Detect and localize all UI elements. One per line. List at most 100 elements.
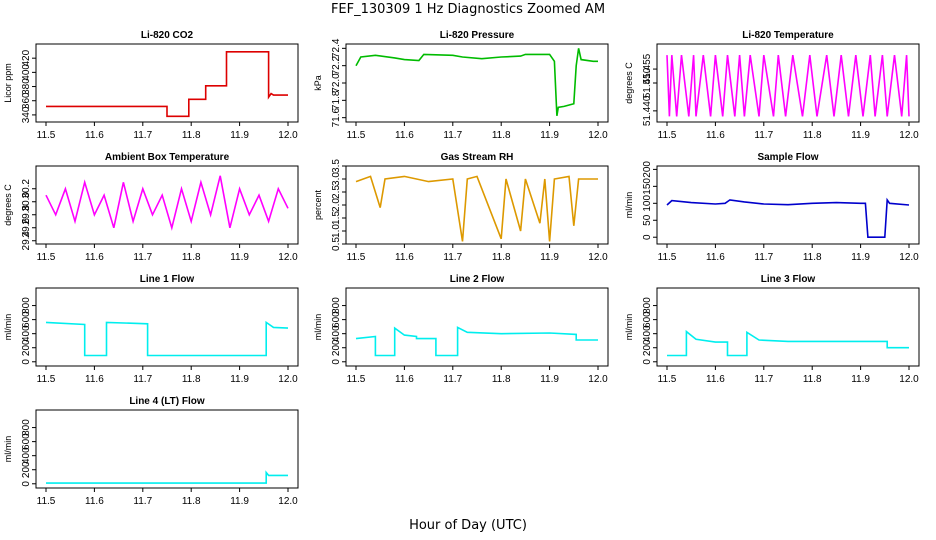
y-tick-label: 0.5 bbox=[331, 237, 342, 251]
x-tick-label: 11.7 bbox=[443, 252, 462, 263]
panel-title: Ambient Box Temperature bbox=[105, 152, 230, 163]
y-tick-label: 71.8 bbox=[331, 90, 342, 110]
y-tick-label: 360 bbox=[21, 92, 32, 109]
series-line bbox=[45, 175, 289, 231]
x-tick-label: 11.8 bbox=[182, 496, 201, 507]
y-tick-label: 0 bbox=[331, 359, 342, 365]
figure-title: FEF_130309 1 Hz Diagnostics Zoomed AM bbox=[330, 2, 606, 17]
chart-panel-5: Gas Stream RH 0.51.01.52.02.53.03.5 11.5 11… bbox=[313, 152, 609, 263]
x-tick-label: 11.5 bbox=[37, 496, 56, 507]
x-tick-label: 11.6 bbox=[85, 252, 104, 263]
chart-panel-4: Ambient Box Temperature 29.429.629.830.03… bbox=[3, 152, 299, 263]
x-tick-label: 12.0 bbox=[278, 252, 298, 263]
y-tick-label: 0 bbox=[21, 359, 32, 365]
plot-frame bbox=[35, 43, 299, 123]
plot-frame bbox=[345, 287, 609, 367]
y-tick-label: 200 bbox=[331, 339, 342, 356]
y-axis-label: kPa bbox=[313, 75, 323, 91]
y-tick-label: 0 bbox=[21, 481, 32, 487]
x-tick-label: 11.8 bbox=[803, 130, 822, 141]
y-axis-label: ml/min bbox=[313, 314, 323, 341]
y-tick-label: 29.8 bbox=[21, 205, 32, 225]
y-tick-label: 71.6 bbox=[331, 107, 342, 127]
x-tick-label: 11.9 bbox=[851, 374, 870, 385]
y-axis-label: ml/min bbox=[3, 436, 13, 463]
y-tick-label: 72.2 bbox=[331, 55, 342, 75]
x-tick-label: 11.5 bbox=[347, 374, 366, 385]
series-line bbox=[355, 48, 598, 117]
y-tick-label: 1.5 bbox=[331, 211, 342, 225]
y-tick-label: 800 bbox=[21, 297, 32, 314]
y-tick-label: 400 bbox=[21, 325, 32, 342]
panel-title: Line 3 Flow bbox=[761, 274, 816, 285]
x-tick-label: 11.7 bbox=[133, 374, 152, 385]
x-tick-label: 11.6 bbox=[706, 252, 725, 263]
y-tick-label: 200 bbox=[21, 461, 32, 478]
x-tick-label: 11.6 bbox=[85, 496, 104, 507]
x-tick-label: 11.9 bbox=[230, 374, 249, 385]
y-tick-label: 30.0 bbox=[21, 192, 32, 212]
x-tick-label: 12.0 bbox=[899, 252, 919, 263]
y-tick-label: 380 bbox=[21, 78, 32, 95]
series-line bbox=[46, 470, 288, 484]
x-tick-label: 11.7 bbox=[133, 496, 152, 507]
x-tick-label: 12.0 bbox=[588, 374, 608, 385]
series-line bbox=[46, 50, 288, 118]
x-tick-label: 11.5 bbox=[347, 252, 366, 263]
plot-frame bbox=[656, 165, 920, 245]
x-tick-label: 12.0 bbox=[899, 374, 919, 385]
x-tick-label: 11.8 bbox=[182, 252, 201, 263]
y-tick-label: 800 bbox=[21, 419, 32, 436]
panel-title: Gas Stream RH bbox=[441, 152, 514, 163]
y-tick-label: 72.0 bbox=[331, 73, 342, 93]
x-tick-label: 11.5 bbox=[658, 252, 677, 263]
y-tick-label: 800 bbox=[331, 297, 342, 314]
x-tick-label: 11.8 bbox=[803, 252, 822, 263]
x-tick-label: 11.9 bbox=[851, 252, 870, 263]
y-tick-label: 600 bbox=[642, 311, 653, 328]
y-tick-label: 200 bbox=[21, 339, 32, 356]
x-tick-label: 11.6 bbox=[395, 252, 414, 263]
panel-title: Line 1 Flow bbox=[140, 274, 195, 285]
plot-frame bbox=[35, 409, 299, 489]
x-tick-label: 11.8 bbox=[182, 130, 201, 141]
y-tick-label: 30.2 bbox=[21, 179, 32, 199]
y-tick-label: 420 bbox=[21, 49, 32, 66]
chart-panel-2: Li-820 Pressure 71.671.872.072.272.4 11.5 1… bbox=[313, 30, 609, 141]
panel-title: Li-820 CO2 bbox=[141, 30, 194, 41]
y-tick-label: 51.455 bbox=[642, 53, 653, 84]
y-axis-label: ml/min bbox=[624, 192, 634, 219]
x-tick-label: 11.7 bbox=[754, 130, 773, 141]
x-tick-label: 11.7 bbox=[754, 252, 773, 263]
y-tick-label: 3.0 bbox=[331, 172, 342, 186]
x-tick-label: 11.6 bbox=[395, 374, 414, 385]
panel-title: Sample Flow bbox=[757, 152, 818, 163]
x-tick-label: 11.5 bbox=[658, 130, 677, 141]
x-tick-label: 11.9 bbox=[230, 252, 249, 263]
x-tick-label: 11.6 bbox=[85, 374, 104, 385]
y-tick-label: 340 bbox=[21, 106, 32, 123]
series-line bbox=[355, 175, 598, 242]
x-tick-label: 11.8 bbox=[492, 130, 511, 141]
y-tick-label: 400 bbox=[21, 64, 32, 81]
y-axis-label: degrees C bbox=[3, 184, 13, 226]
y-tick-label: 200 bbox=[642, 161, 653, 178]
y-tick-label: 200 bbox=[642, 339, 653, 356]
y-axis-label: ml/min bbox=[3, 314, 13, 341]
y-tick-label: 600 bbox=[331, 311, 342, 328]
x-tick-label: 12.0 bbox=[278, 130, 298, 141]
y-tick-label: 0 bbox=[642, 359, 653, 365]
x-tick-label: 11.5 bbox=[37, 252, 56, 263]
x-tick-label: 11.9 bbox=[540, 374, 559, 385]
x-tick-label: 11.9 bbox=[230, 130, 249, 141]
x-tick-label: 11.7 bbox=[443, 374, 462, 385]
x-tick-label: 12.0 bbox=[278, 374, 298, 385]
plot-frame bbox=[35, 287, 299, 367]
y-axis-label: ml/min bbox=[624, 314, 634, 341]
x-tick-label: 12.0 bbox=[899, 130, 919, 141]
